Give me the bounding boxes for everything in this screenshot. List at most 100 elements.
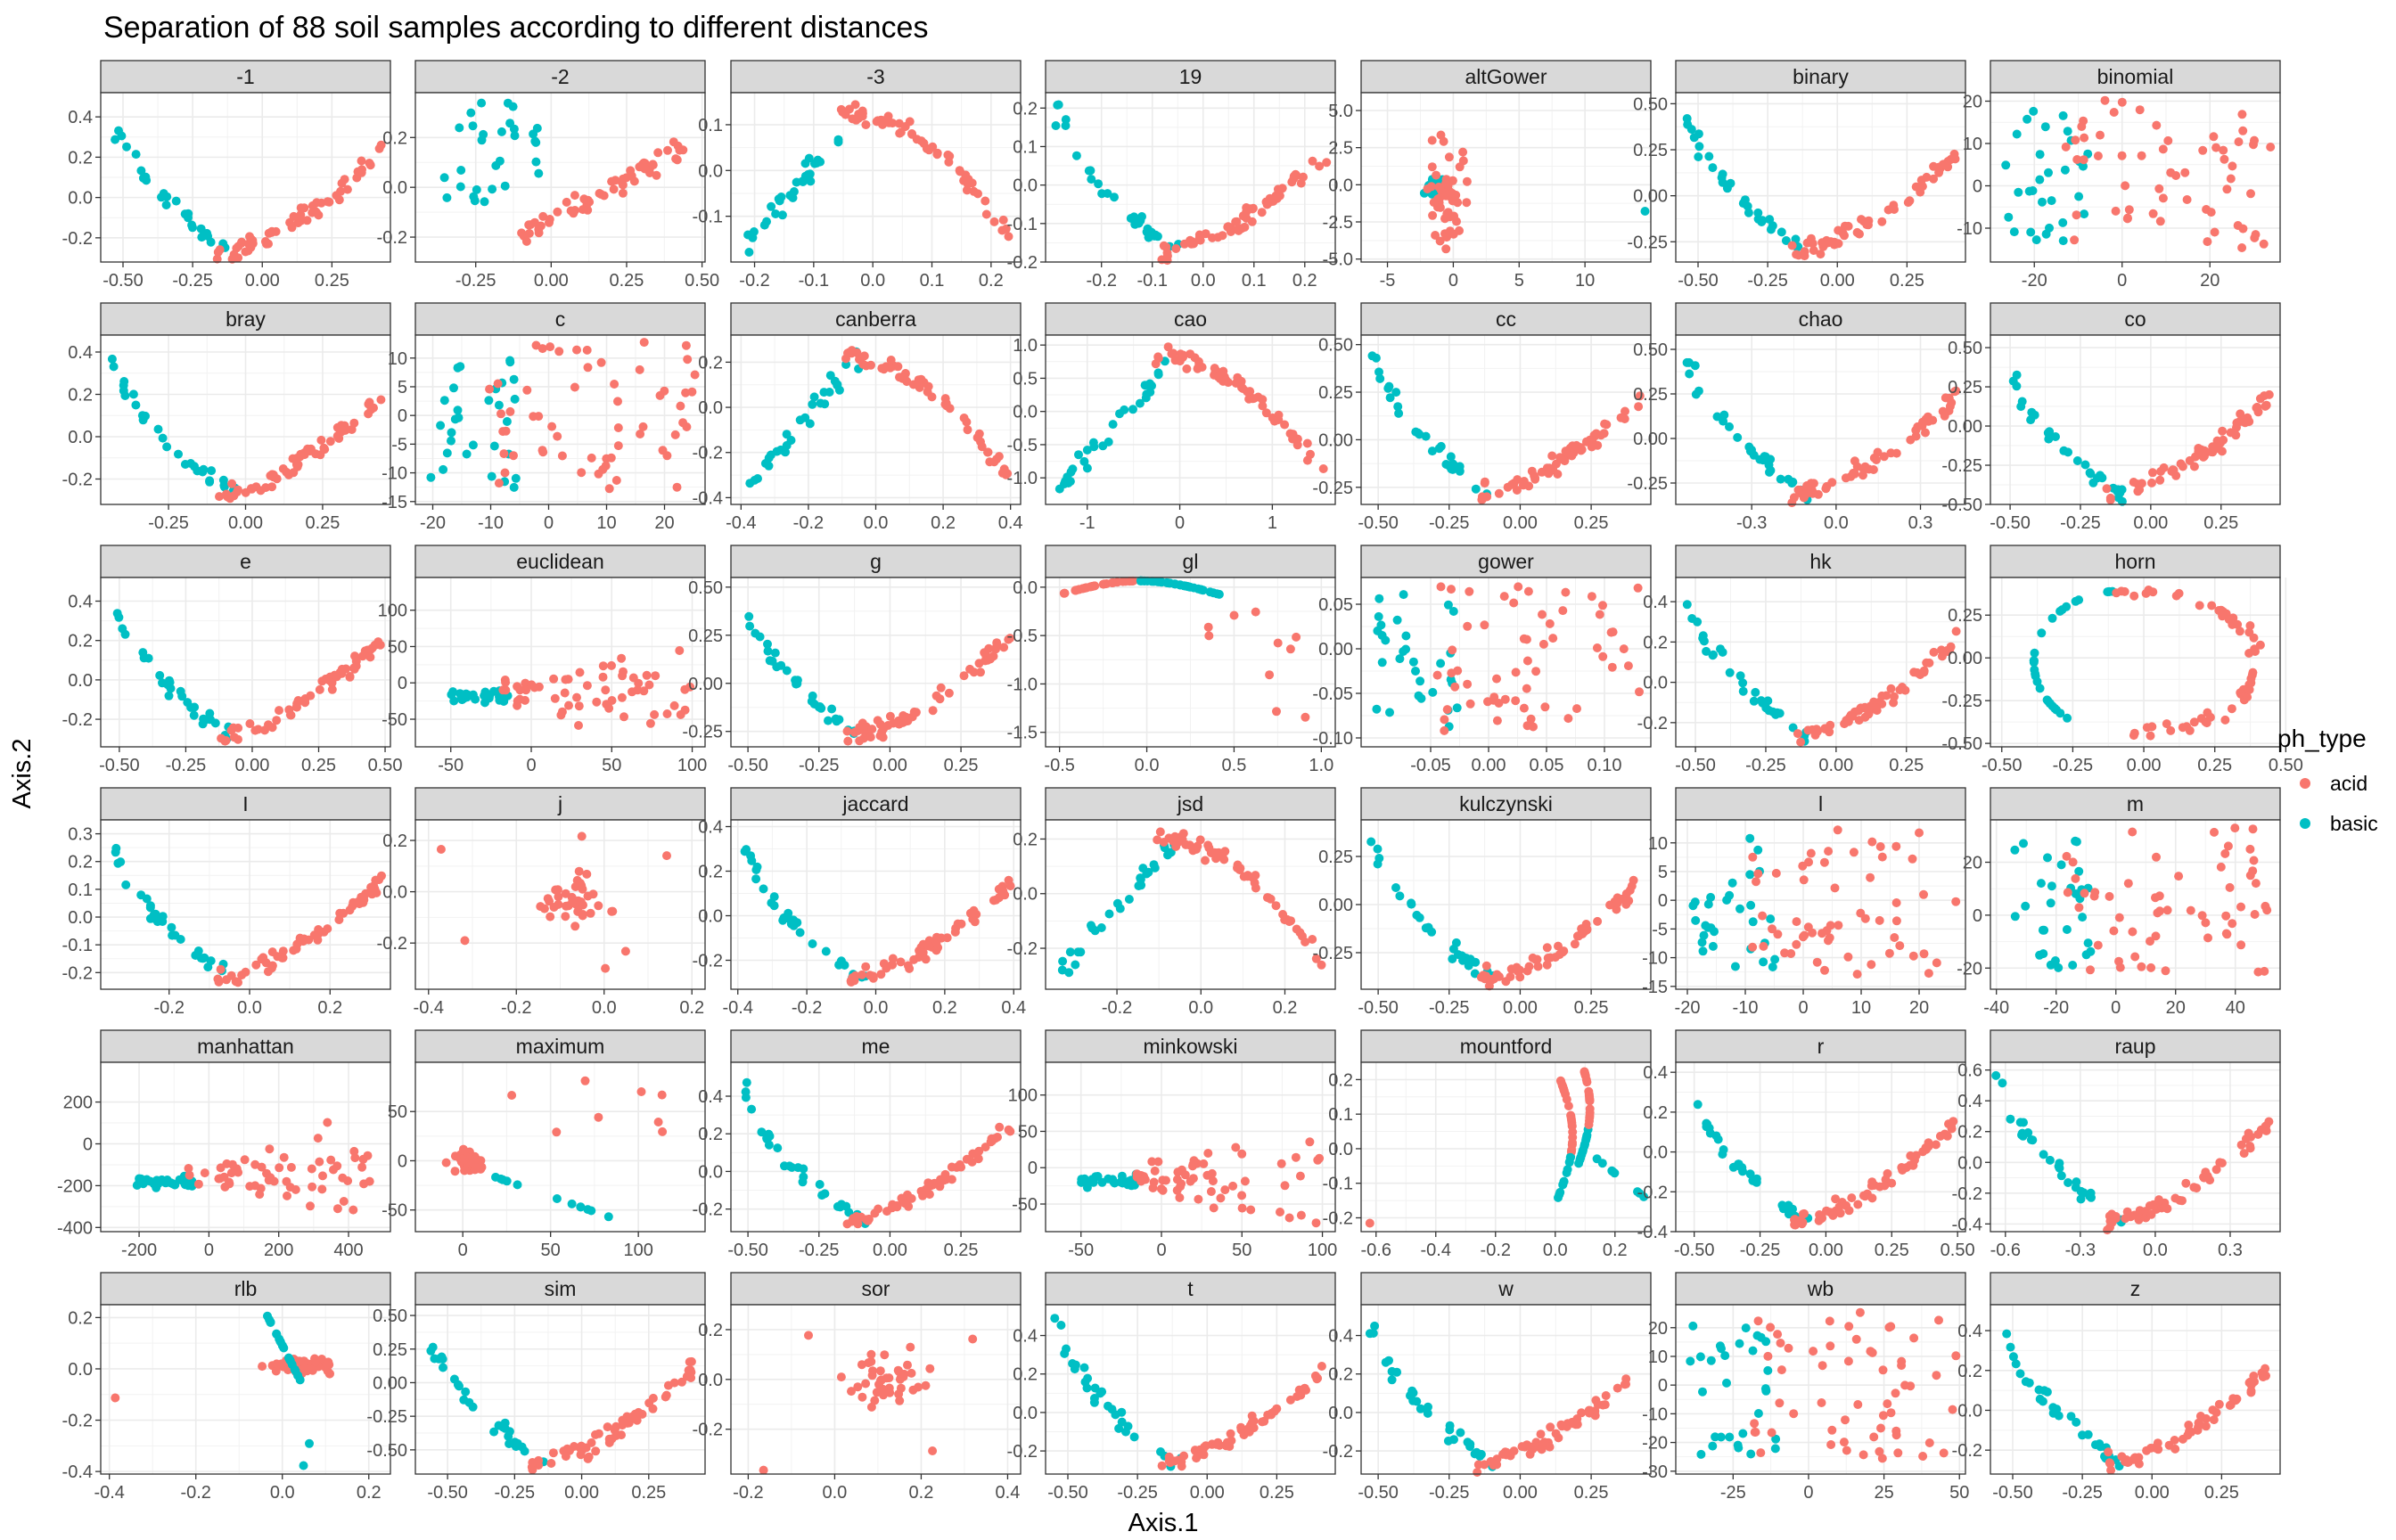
data-point-basic xyxy=(1395,654,1405,664)
data-point-acid xyxy=(1538,610,1547,619)
data-point-acid xyxy=(1423,184,1432,193)
x-tick-label: 0.00 xyxy=(873,1241,907,1260)
x-tick-label: 0.25 xyxy=(944,756,979,775)
facet-24: jaccard-0.4 -0.2 0.0 0.2 0.4-0.20.00.20.4 xyxy=(693,787,1026,1018)
data-point-basic xyxy=(2056,1171,2066,1181)
data-point-acid xyxy=(1306,449,1315,459)
data-point-basic xyxy=(1717,1344,1726,1354)
data-point-acid xyxy=(217,733,226,743)
data-point-acid xyxy=(373,637,383,647)
x-tick-label: -0.50 xyxy=(1674,1241,1715,1260)
data-point-acid xyxy=(1759,941,1768,951)
data-point-acid xyxy=(687,387,697,397)
data-point-acid xyxy=(2070,235,2080,245)
panel-border xyxy=(1360,92,1652,263)
data-point-acid xyxy=(2114,913,2124,922)
x-tick-label: -0.50 xyxy=(1678,271,1719,291)
data-point-acid xyxy=(322,1359,332,1369)
data-point-acid xyxy=(529,412,538,422)
x-tick-label: 0.4 xyxy=(1001,998,1026,1018)
data-point-acid xyxy=(2248,824,2258,834)
data-point-acid xyxy=(1463,621,1473,631)
data-point-acid xyxy=(1750,1419,1760,1429)
data-point-acid xyxy=(2206,208,2216,217)
data-point-acid xyxy=(680,684,690,694)
data-point-acid xyxy=(583,205,593,215)
data-point-basic xyxy=(1749,450,1759,460)
x-tick-label: -0.4 xyxy=(94,1483,124,1503)
data-point-basic xyxy=(505,1427,514,1437)
facet-25: jsd-0.2 0.0 0.2-0.20.00.2 xyxy=(1007,787,1336,1018)
x-tick-label: -20 xyxy=(1675,998,1701,1018)
x-tick-label: -0.25 xyxy=(1429,998,1470,1018)
data-point-acid xyxy=(1522,635,1531,644)
data-point-basic xyxy=(520,1446,529,1456)
x-tick-label: -0.50 xyxy=(727,756,768,775)
x-tick-label: 0.10 xyxy=(1588,756,1622,775)
x-tick-label: 40 xyxy=(2226,998,2245,1018)
data-point-acid xyxy=(2189,1183,2199,1192)
x-tick-label: 0.00 xyxy=(1503,513,1538,533)
x-tick-label: -50 xyxy=(1068,1241,1094,1260)
y-tick-label: 0.05 xyxy=(1318,595,1353,615)
x-tick-label: 0.25 xyxy=(1875,1241,1909,1260)
data-point-acid xyxy=(1771,868,1781,878)
data-point-acid xyxy=(676,709,685,719)
data-point-acid xyxy=(972,909,981,919)
data-point-basic xyxy=(2035,175,2045,184)
data-point-basic xyxy=(1058,956,1068,966)
data-point-basic xyxy=(1748,1346,1758,1356)
data-point-acid xyxy=(227,1159,237,1169)
data-point-acid xyxy=(602,700,611,709)
data-point-acid xyxy=(2185,455,2195,465)
data-point-acid xyxy=(1448,645,1457,655)
data-point-acid xyxy=(1458,156,1468,166)
data-point-acid xyxy=(1951,1351,1961,1361)
facet-37: sim-0.50 -0.25 0.00 0.25-0.50-0.250.000.250… xyxy=(366,1272,706,1503)
y-tick-label: 0.4 xyxy=(1643,1063,1668,1083)
data-point-acid xyxy=(870,1396,880,1405)
data-point-acid xyxy=(213,247,223,257)
data-point-acid xyxy=(1526,714,1536,724)
panel-background xyxy=(101,820,390,989)
data-point-basic xyxy=(2105,586,2114,596)
data-point-acid xyxy=(1159,241,1169,250)
data-point-basic xyxy=(210,718,220,728)
data-point-acid xyxy=(645,718,655,728)
data-point-basic xyxy=(1703,922,1713,932)
y-tick-label: -0.4 xyxy=(62,1462,93,1482)
data-point-acid xyxy=(658,1126,668,1136)
x-tick-label: 0.00 xyxy=(1820,271,1855,291)
data-point-basic xyxy=(2078,913,2088,922)
data-point-acid xyxy=(1887,1178,1897,1188)
data-point-basic xyxy=(438,1355,447,1364)
data-point-acid xyxy=(1545,1442,1555,1452)
data-point-acid xyxy=(2123,213,2132,223)
x-tick-label: -0.50 xyxy=(103,271,144,291)
data-point-basic xyxy=(805,419,815,429)
data-point-acid xyxy=(940,1175,949,1185)
x-tick-label: -0.25 xyxy=(1740,1241,1781,1260)
data-point-basic xyxy=(1124,895,1134,904)
data-point-acid xyxy=(345,905,355,915)
data-point-acid xyxy=(1542,943,1552,953)
data-point-acid xyxy=(1439,136,1448,146)
y-tick-label: 0.25 xyxy=(1318,383,1353,403)
data-point-acid xyxy=(1173,1167,1183,1177)
data-point-acid xyxy=(1776,1365,1786,1375)
facet-strip-label: wb xyxy=(1807,1277,1834,1300)
data-point-basic xyxy=(1445,1421,1455,1430)
x-tick-label: 50 xyxy=(602,756,621,775)
data-point-acid xyxy=(903,961,913,971)
x-tick-label: 0.0 xyxy=(1543,1241,1568,1260)
data-point-acid xyxy=(885,1388,895,1397)
data-point-basic xyxy=(472,184,481,194)
data-point-acid xyxy=(1947,397,1957,407)
data-point-acid xyxy=(257,1162,267,1172)
data-point-basic xyxy=(2038,197,2047,207)
data-point-acid xyxy=(990,1134,1000,1143)
data-point-acid xyxy=(964,175,973,184)
data-point-basic xyxy=(436,421,446,430)
data-point-acid xyxy=(359,1179,369,1189)
data-point-basic xyxy=(2029,656,2039,666)
